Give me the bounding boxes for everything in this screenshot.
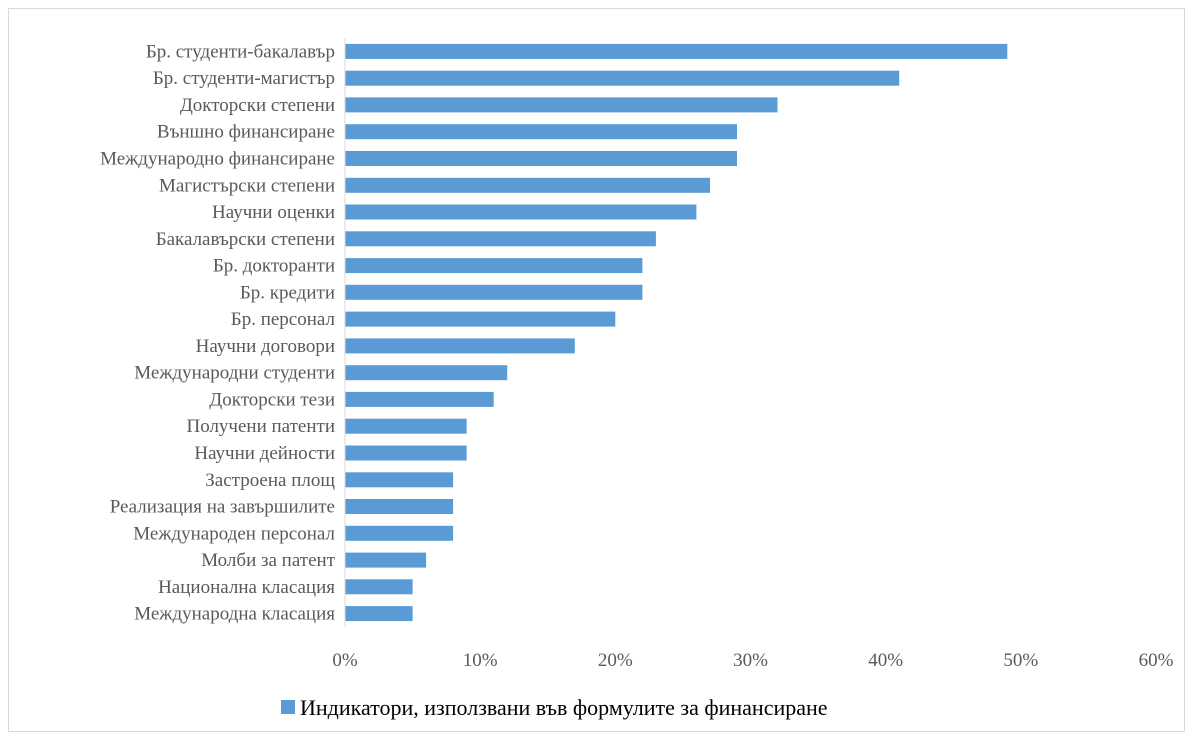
- x-tick-label: 40%: [868, 650, 903, 671]
- bar: [345, 284, 643, 300]
- category-label: Международна класация: [134, 604, 335, 625]
- x-tick-label: 30%: [733, 650, 768, 671]
- bar: [345, 151, 737, 166]
- category-label: Докторски степени: [180, 95, 335, 116]
- x-tick-label: 60%: [1139, 650, 1174, 671]
- legend: Индикатори, използвани във формулите за …: [281, 695, 828, 720]
- x-tick-label: 20%: [598, 650, 633, 671]
- category-label: Молби за патент: [201, 550, 335, 571]
- category-label: Бр. студенти-магистър: [153, 68, 335, 89]
- category-labels: Бр. студенти-бакалавър Бр. студенти-магис…: [100, 41, 336, 624]
- bar: [345, 579, 413, 595]
- category-label: Получени патенти: [186, 416, 335, 437]
- category-label: Магистърски степени: [159, 175, 335, 196]
- x-axis-ticks: 0% 10% 20% 30% 40% 50% 60%: [332, 650, 1173, 671]
- category-label: Научни договори: [196, 336, 335, 357]
- bar: [345, 177, 710, 193]
- category-label: Реализация на завършилите: [110, 497, 335, 518]
- bar: [345, 70, 900, 86]
- x-tick-label: 0%: [332, 650, 358, 671]
- bar: [345, 231, 656, 247]
- bar: [345, 124, 737, 140]
- bars-group: [345, 43, 1008, 622]
- bar: [345, 525, 454, 541]
- bar: [345, 606, 413, 622]
- bar: [345, 311, 616, 327]
- bar: [345, 499, 454, 514]
- category-label: Международни студенти: [134, 363, 335, 384]
- category-label: Застроена площ: [205, 470, 335, 491]
- category-label: Бр. кредити: [240, 282, 335, 303]
- category-label: Международно финансиране: [100, 149, 335, 170]
- legend-swatch: [281, 700, 295, 714]
- bar: [345, 258, 643, 274]
- bar: [345, 552, 427, 568]
- x-tick-label: 10%: [463, 650, 498, 671]
- bar: [345, 338, 575, 354]
- bar: [345, 43, 1008, 59]
- category-label: Международен персонал: [133, 523, 335, 544]
- category-label: Научни оценки: [212, 202, 335, 223]
- category-label: Външно финансиране: [157, 122, 335, 143]
- category-label: Бр. студенти-бакалавър: [146, 41, 335, 62]
- bar: [345, 204, 697, 220]
- bar: [345, 97, 778, 113]
- bar: [345, 418, 467, 434]
- category-label: Бакалавърски степени: [156, 229, 335, 250]
- legend-label: Индикатори, използвани във формулите за …: [300, 695, 828, 720]
- category-label: Бр. персонал: [231, 309, 336, 330]
- category-label: Научни дейности: [194, 443, 335, 464]
- category-label: Бр. докторанти: [213, 256, 335, 277]
- bar: [345, 445, 467, 461]
- category-label: Национална класация: [158, 577, 335, 598]
- bar: [345, 472, 454, 488]
- bar: [345, 391, 494, 407]
- category-label: Докторски тези: [209, 389, 335, 410]
- x-tick-label: 50%: [1003, 650, 1038, 671]
- bar: [345, 365, 508, 381]
